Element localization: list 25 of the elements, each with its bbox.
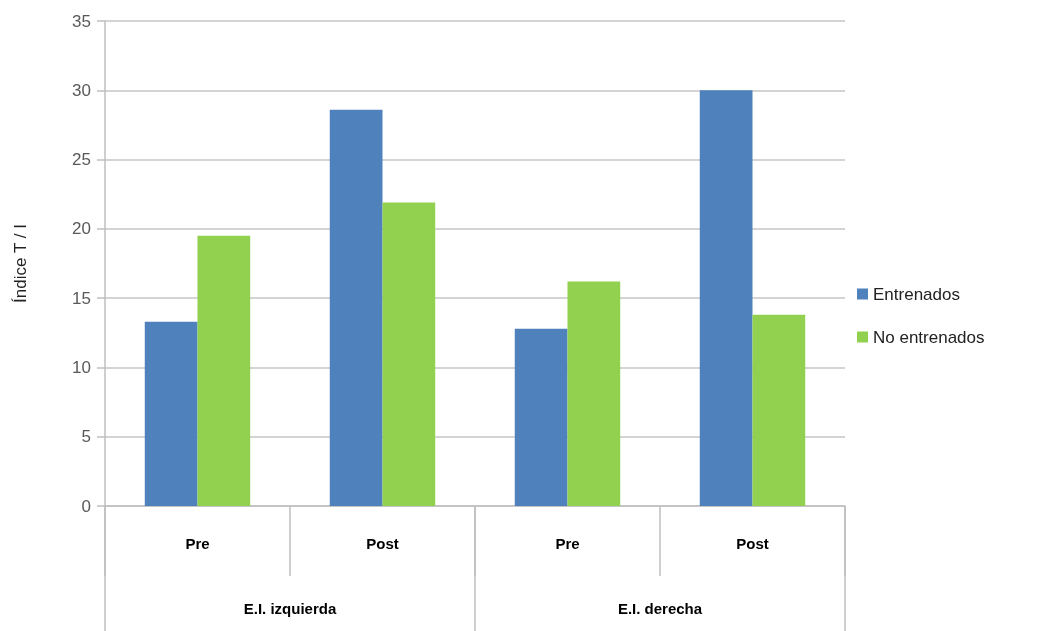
bar bbox=[382, 202, 436, 506]
bar bbox=[197, 235, 251, 506]
text: E.I. izquierda bbox=[243, 600, 337, 617]
y-tick-label: 35 bbox=[72, 11, 91, 31]
x-tick-label: Pre bbox=[555, 535, 580, 552]
legend-label: No entrenados bbox=[873, 327, 985, 347]
legend-label: Entrenados bbox=[873, 284, 960, 304]
bar bbox=[514, 328, 568, 506]
y-tick-label: 0 bbox=[81, 496, 91, 516]
text: E.I. derecha bbox=[617, 600, 703, 617]
y-tick-label: 30 bbox=[72, 80, 91, 100]
y-tick-label: 15 bbox=[72, 288, 91, 308]
bar bbox=[567, 281, 621, 506]
x-tick-label: Post bbox=[366, 535, 399, 552]
bar bbox=[329, 109, 383, 506]
y-tick-label: 20 bbox=[72, 219, 91, 239]
y-tick-label: 10 bbox=[72, 357, 91, 377]
y-axis-title: Índice T / I bbox=[11, 224, 30, 303]
bar bbox=[144, 321, 198, 506]
y-tick-label: 25 bbox=[72, 150, 91, 170]
y-tick-label: 5 bbox=[81, 427, 91, 447]
bar bbox=[752, 314, 806, 506]
x-tick-label: Post bbox=[736, 535, 769, 552]
x-tick-label: Pre bbox=[185, 535, 210, 552]
bar bbox=[699, 90, 753, 506]
